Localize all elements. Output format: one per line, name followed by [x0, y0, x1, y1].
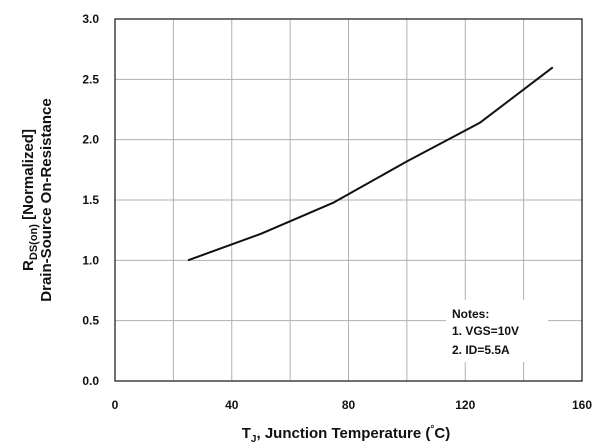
x-tick-label: 40: [225, 398, 239, 412]
y-axis-ticks: 0.0 0.5 1.0 1.5 2.0 2.5 3.0: [82, 12, 99, 388]
notes-title: Notes:: [452, 307, 489, 321]
x-axis-ticks: 0 40 80 120 160: [112, 398, 593, 412]
x-tick-label: 0: [112, 398, 119, 412]
y-tick-label: 1.0: [82, 253, 99, 267]
notes-line-1: 1. VGS=10V: [452, 324, 519, 338]
notes-line-2: 2. ID=5.5A: [452, 343, 510, 357]
y-tick-label: 3.0: [82, 12, 99, 26]
y-tick-label: 0.5: [82, 314, 99, 328]
y-axis-title: RDS(on) [Normalized] Drain-Source On-Res…: [20, 98, 55, 301]
y-tick-label: 2.5: [82, 72, 99, 86]
series-layer: [187, 66, 554, 262]
x-axis-title: TJ, Junction Temperature (°C): [242, 424, 450, 445]
grid: [114, 18, 583, 382]
x-tick-label: 160: [572, 398, 592, 412]
x-tick-label: 120: [455, 398, 475, 412]
y-tick-label: 1.5: [82, 193, 99, 207]
plot-frame: [114, 18, 583, 382]
y-axis-title-line-2: Drain-Source On-Resistance: [38, 98, 55, 301]
y-tick-label: 2.0: [82, 133, 99, 147]
notes-box: Notes: 1. VGS=10V 2. ID=5.5A: [446, 300, 548, 362]
y-tick-label: 0.0: [82, 374, 99, 388]
notes-background: [446, 300, 548, 362]
y-axis-title-line-1: RDS(on) [Normalized]: [20, 129, 40, 271]
series-line: [187, 66, 554, 262]
x-tick-label: 80: [342, 398, 356, 412]
